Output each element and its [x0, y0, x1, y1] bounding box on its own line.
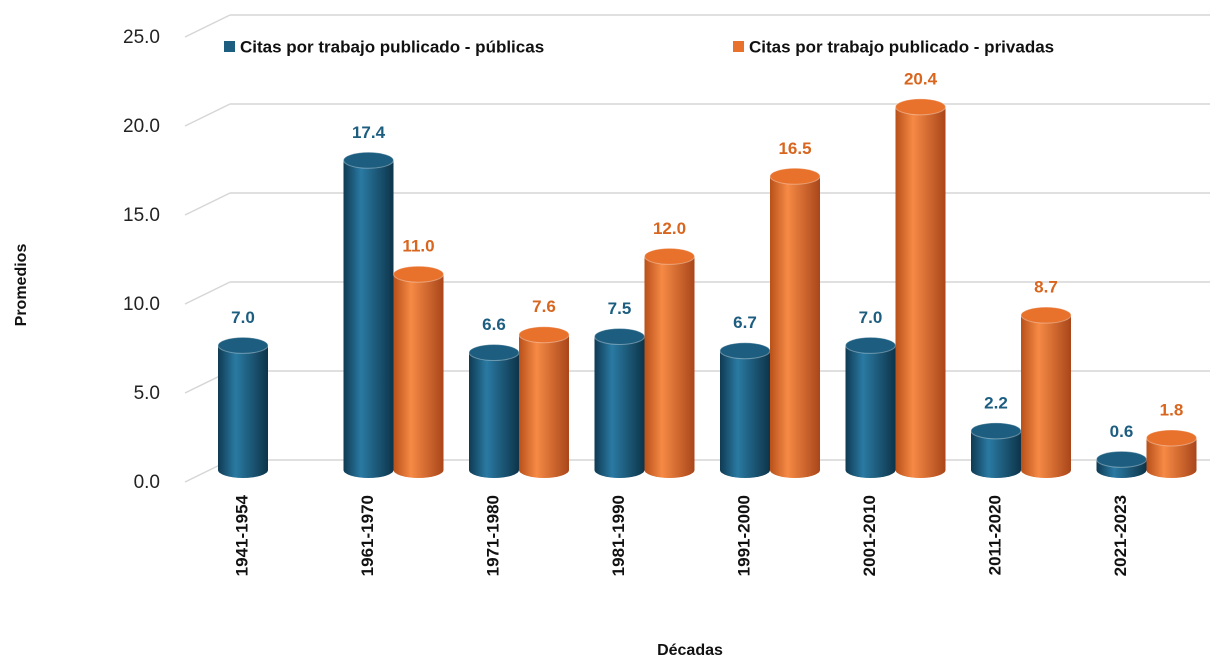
value-label: 8.7: [1034, 278, 1058, 297]
bar-cap: [1020, 306, 1072, 324]
y-tick-label: 15.0: [123, 205, 160, 226]
value-label: 12.0: [653, 219, 686, 238]
grid-line-depth: [184, 103, 231, 127]
bar: [845, 345, 896, 470]
bar: [720, 350, 770, 470]
value-label: 2.2: [984, 393, 1008, 412]
value-label: 20.4: [904, 69, 938, 88]
x-axis-title: Décadas: [657, 642, 723, 659]
bar-cap: [594, 328, 645, 345]
bar-cap: [769, 167, 821, 185]
value-label: 17.4: [352, 123, 386, 142]
value-label: 6.6: [482, 315, 506, 334]
value-label: 7.6: [532, 297, 556, 316]
value-label: 0.6: [1110, 422, 1134, 441]
x-tick-label: 1961-1970: [358, 495, 377, 576]
y-tick-label: 0.0: [134, 472, 160, 493]
bar-cap: [719, 342, 771, 360]
bar-cap: [970, 422, 1022, 440]
bar: [343, 160, 394, 470]
bar-cap: [343, 151, 394, 169]
x-tick-label: 1971-1980: [483, 495, 502, 576]
legend-label: Citas por trabajo publicado - privadas: [749, 37, 1054, 56]
value-label: 11.0: [402, 237, 434, 256]
bar: [644, 256, 695, 470]
bar: [594, 336, 645, 470]
x-tick-label: 2001-2010: [860, 495, 879, 576]
legend-swatch: [224, 41, 235, 52]
grid-line-depth: [184, 14, 231, 38]
bar: [519, 334, 569, 470]
legend-label: Citas por trabajo publicado - públicas: [240, 37, 544, 56]
bar: [895, 106, 946, 470]
y-axis-title: Promedios: [13, 244, 30, 327]
bar: [469, 352, 519, 470]
y-tick-label: 5.0: [134, 383, 160, 404]
x-tick-label: 1941-1954: [232, 494, 251, 576]
bar-cap: [518, 326, 570, 344]
grid-line-depth: [184, 281, 231, 305]
x-tick-label: 2011-2020: [985, 495, 1004, 575]
bar: [218, 345, 268, 470]
bar-cap: [845, 336, 896, 354]
bar: [393, 274, 444, 470]
bar-cap: [644, 247, 695, 265]
x-tick-label: 2021-2023: [1111, 495, 1130, 576]
bar: [770, 176, 820, 471]
value-label: 6.7: [733, 313, 757, 332]
y-tick-label: 25.0: [123, 27, 160, 48]
value-label: 7.0: [231, 308, 255, 327]
x-tick-label: 1981-1990: [609, 495, 628, 576]
bar-cap: [217, 336, 269, 354]
value-label: 16.5: [778, 139, 811, 158]
bar-cap: [1096, 450, 1147, 468]
grid-line-depth: [184, 192, 231, 216]
value-label: 7.0: [859, 308, 883, 327]
value-label: 7.5: [608, 299, 632, 318]
y-tick-label: 10.0: [123, 294, 160, 315]
legend-swatch: [733, 41, 744, 52]
bar-cap: [895, 98, 946, 116]
bar-cap: [468, 344, 520, 362]
bar-cap: [1146, 429, 1197, 447]
bar: [1021, 315, 1071, 470]
x-tick-label: 1991-2000: [734, 495, 753, 576]
value-label: 1.8: [1160, 400, 1184, 419]
bar-cap: [393, 265, 444, 283]
y-tick-label: 20.0: [123, 116, 160, 137]
